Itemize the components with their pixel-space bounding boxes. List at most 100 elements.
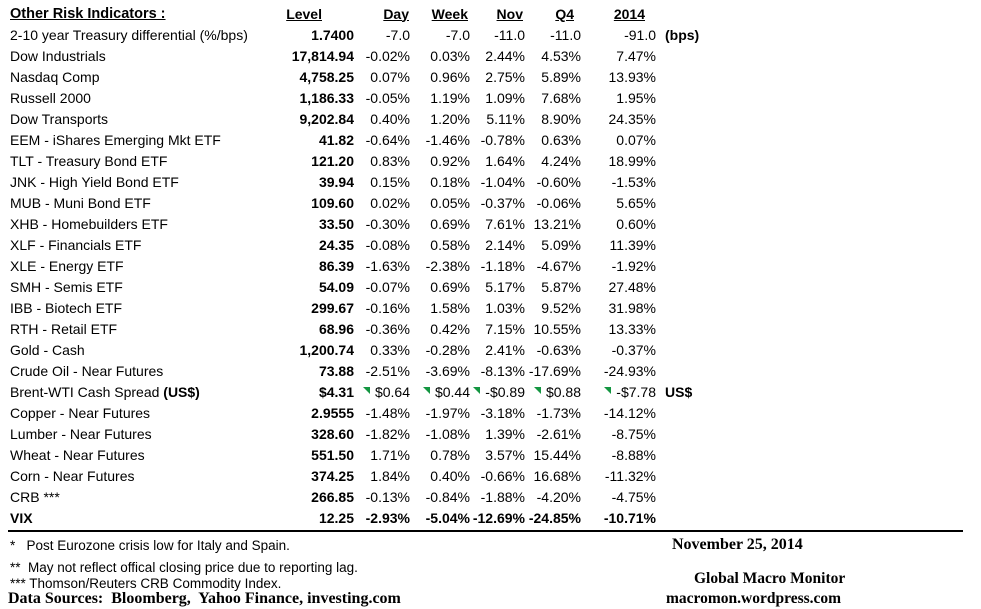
nov-value: 1.39% (485, 425, 525, 442)
row-label: CRB *** (10, 488, 60, 505)
row-label: EEM - iShares Emerging Mkt ETF (10, 131, 221, 148)
row-label: XLE - Energy ETF (10, 257, 124, 274)
header-row: Other Risk Indicators : Level Day Week N… (8, 3, 720, 24)
day-value: -2.51% (365, 362, 410, 379)
table-row: Copper - Near Futures 2.9555 -1.48% -1.97% -… (8, 402, 720, 423)
table-row: Gold - Cash 1,200.74 0.33% -0.28% 2.41% -0.63… (8, 339, 720, 360)
unit-label (658, 66, 720, 87)
week-value: 1.19% (430, 89, 470, 106)
level-value: 109.60 (311, 194, 354, 211)
nov-value: -3.18% (480, 404, 525, 421)
ytd-2014-value: 24.35% (608, 110, 656, 127)
column-header-nov: Nov (496, 5, 523, 22)
week-value: 0.92% (430, 152, 470, 169)
day-value: 0.07% (370, 68, 410, 85)
row-label: XLF - Financials ETF (10, 236, 142, 253)
table-row: Crude Oil - Near Futures 73.88 -2.51% -3.69… (8, 360, 720, 381)
table-row: XLF - Financials ETF 24.35 -0.08% 0.58% 2.14… (8, 234, 720, 255)
level-value: 39.94 (318, 173, 354, 190)
day-value: -0.07% (365, 278, 410, 295)
nov-value: 5.11% (486, 110, 525, 127)
level-value: 86.39 (318, 257, 354, 274)
column-header-level: Level (286, 5, 322, 22)
nov-value: -8.13% (480, 362, 525, 379)
week-value: -0.84% (425, 488, 470, 505)
table-row: IBB - Biotech ETF 299.67 -0.16% 1.58% 1.03% 9… (8, 297, 720, 318)
q4-value: 16.68% (533, 467, 581, 484)
unit-label: (bps) (665, 26, 700, 43)
ytd-2014-value: -24.93% (603, 362, 656, 379)
ytd-2014-value: -4.75% (611, 488, 656, 505)
level-value: 73.88 (318, 362, 354, 379)
row-label: Gold - Cash (10, 341, 85, 358)
column-header-week: Week (431, 5, 468, 22)
table-row: Nasdaq Comp 4,758.25 0.07% 0.96% 2.75% 5.89% 1… (8, 66, 720, 87)
ytd-2014-value: 0.07% (616, 131, 656, 148)
table-row: Dow Industrials 17,814.94 -0.02% 0.03% 2.44%… (8, 45, 720, 66)
unit-label (658, 150, 720, 171)
table-row: TLT - Treasury Bond ETF 121.20 0.83% 0.92% 1… (8, 150, 720, 171)
table-row: Lumber - Near Futures 328.60 -1.82% -1.08% 1… (8, 423, 720, 444)
q4-value: -1.73% (536, 404, 581, 421)
ytd-2014-value: -8.88% (611, 446, 656, 463)
unit-label (658, 276, 720, 297)
nov-value: 7.61% (485, 215, 525, 232)
week-value: 0.05% (430, 194, 470, 211)
table-row: Russell 2000 1,186.33 -0.05% 1.19% 1.09% 7.68… (8, 87, 720, 108)
week-value: 0.69% (430, 278, 470, 295)
day-value: -1.48% (365, 404, 410, 421)
week-value: $0.44 (412, 381, 472, 402)
risk-indicators-table: Other Risk Indicators : Level Day Week N… (8, 3, 720, 528)
table-row: 2-10 year Treasury differential (%/bps) 1… (8, 24, 720, 45)
week-value: 0.78% (430, 446, 470, 463)
q4-value: 9.52% (541, 299, 581, 316)
row-label: Dow Transports (10, 110, 109, 127)
footnote-2: ** May not reflect offical closing price… (10, 560, 358, 575)
unit-label (658, 45, 720, 66)
nov-value: -1.04% (480, 173, 525, 190)
week-value: -1.08% (425, 425, 470, 442)
nov-value: 2.41% (485, 341, 525, 358)
nov-value: -1.18% (480, 257, 525, 274)
q4-value: 4.53% (541, 47, 581, 64)
unit-label (658, 108, 720, 129)
unit-label (658, 444, 720, 465)
row-label: Nasdaq Comp (10, 68, 100, 85)
column-header-q4: Q4 (555, 5, 574, 22)
level-value: 328.60 (311, 425, 354, 442)
brand-name: Global Macro Monitor (694, 570, 846, 587)
ytd-2014-value: 5.65% (616, 194, 656, 211)
table-row: SMH - Semis ETF 54.09 -0.07% 0.69% 5.17% 5.87… (8, 276, 720, 297)
row-label: VIX (10, 509, 33, 526)
comment-flag-icon (422, 386, 430, 394)
comment-flag-icon (473, 386, 481, 394)
q4-value: 4.24% (541, 152, 581, 169)
table-row: Dow Transports 9,202.84 0.40% 1.20% 5.11% 8.9… (8, 108, 720, 129)
row-label: Wheat - Near Futures (10, 446, 145, 463)
row-label: 2-10 year Treasury differential (%/bps) (10, 26, 248, 43)
level-value: 551.50 (311, 446, 354, 463)
day-value: 0.15% (370, 173, 410, 190)
week-value: -1.97% (425, 404, 470, 421)
day-value: 0.02% (370, 194, 410, 211)
table-title: Other Risk Indicators : (10, 6, 166, 22)
brand-url: macromon.wordpress.com (666, 590, 842, 607)
row-label: MUB - Muni Bond ETF (10, 194, 151, 211)
q4-value: 13.21% (533, 215, 581, 232)
level-value: 299.67 (311, 299, 354, 316)
ytd-2014-value: 13.33% (608, 320, 656, 337)
week-value: 1.58% (430, 299, 470, 316)
unit-label (658, 339, 720, 360)
row-label: Crude Oil - Near Futures (10, 362, 164, 379)
unit-label (658, 465, 720, 486)
day-value: -0.13% (365, 488, 410, 505)
week-value: -0.28% (425, 341, 470, 358)
unit-label (658, 423, 720, 444)
nov-value: 1.64% (485, 152, 525, 169)
q4-value: 5.89% (541, 68, 581, 85)
nov-value: 2.14% (485, 236, 525, 253)
ytd-2014-value: -$7.78 (583, 381, 658, 402)
ytd-2014-value: 13.93% (608, 68, 656, 85)
unit-label (658, 318, 720, 339)
level-value: $4.31 (318, 383, 354, 400)
